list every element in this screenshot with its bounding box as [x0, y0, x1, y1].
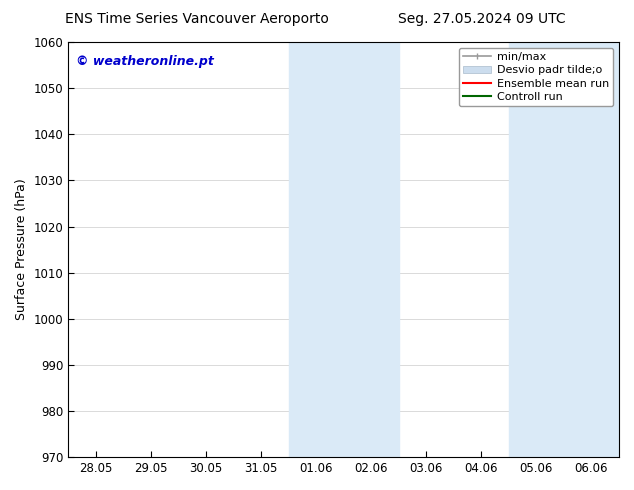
Text: Seg. 27.05.2024 09 UTC: Seg. 27.05.2024 09 UTC — [398, 12, 566, 26]
Text: © weatheronline.pt: © weatheronline.pt — [77, 54, 214, 68]
Bar — [288, 42, 399, 457]
Text: ENS Time Series Vancouver Aeroporto: ENS Time Series Vancouver Aeroporto — [65, 12, 328, 26]
Bar — [509, 42, 619, 457]
Legend: min/max, Desvio padr tilde;o, Ensemble mean run, Controll run: min/max, Desvio padr tilde;o, Ensemble m… — [459, 48, 614, 106]
Y-axis label: Surface Pressure (hPa): Surface Pressure (hPa) — [15, 179, 28, 320]
